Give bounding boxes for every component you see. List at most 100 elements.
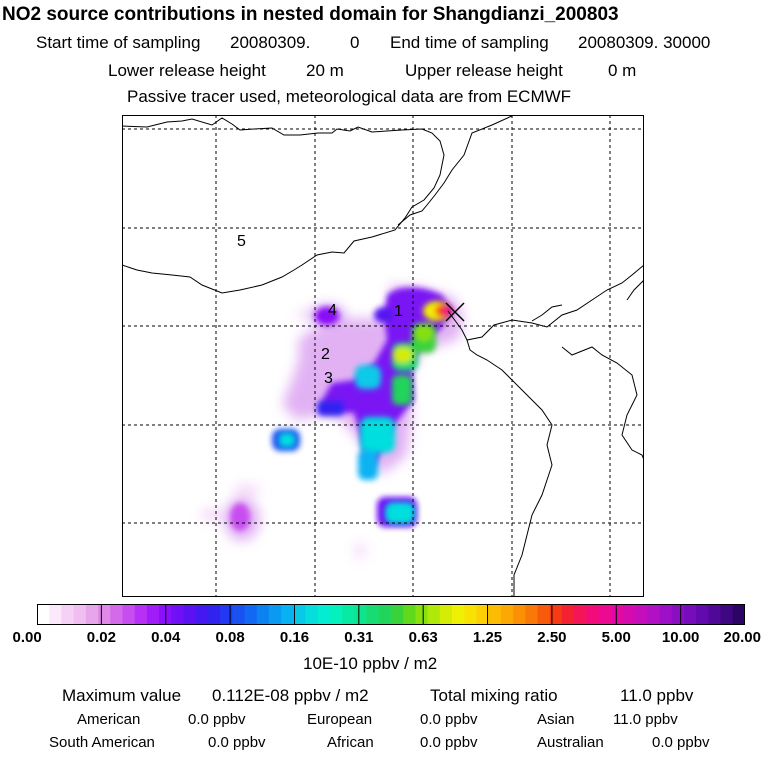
- colorbar-cell: [598, 604, 612, 625]
- colorbar-cell: [537, 604, 551, 625]
- colorbar-cell: [500, 604, 514, 625]
- total-mixing-value: 11.0 ppbv: [620, 686, 694, 705]
- american-label: American: [77, 711, 141, 728]
- colorbar-cell: [220, 604, 233, 625]
- colorbar-tick-label: 5.00: [601, 629, 631, 646]
- colorbar-cell: [232, 604, 246, 625]
- region-label-4: 4: [328, 302, 337, 319]
- end-time-value: 20080309. 30000: [578, 33, 711, 52]
- colorbar-cell: [561, 604, 575, 625]
- colorbar-cell: [366, 604, 380, 625]
- chart-title: NO2 source contributions in nested domai…: [2, 4, 619, 25]
- tracer-note: Passive tracer used, meteorological data…: [127, 87, 572, 106]
- start-time-suffix: 0: [350, 33, 360, 52]
- colorbar-tick-label: 0.00: [12, 629, 42, 646]
- colorbar-tick-label: 0.63: [408, 629, 438, 646]
- colorbar-cell: [354, 604, 368, 625]
- european-value: 0.0 ppbv: [420, 711, 478, 728]
- colorbar-tick-label: 0.16: [279, 629, 310, 646]
- colorbar-tick-label: 0.02: [86, 629, 116, 646]
- asian-label: Asian: [537, 711, 575, 728]
- lower-release-label: Lower release height: [108, 61, 266, 80]
- upper-release-label: Upper release height: [405, 61, 563, 80]
- colorbar-cell: [146, 604, 160, 625]
- colorbar-cell: [317, 604, 331, 625]
- colorbar-tick-label: 20.00: [723, 629, 761, 646]
- south-american-label: South American: [49, 734, 155, 751]
- region-label-5: 5: [237, 233, 246, 250]
- colorbar-cell: [586, 604, 600, 625]
- map-panel: 1 2 3 4 5: [122, 115, 644, 597]
- receptor-x-marker: [445, 302, 465, 322]
- colorbar-tick-label: 0.04: [151, 629, 181, 646]
- region-label-3: 3: [324, 370, 333, 387]
- colorbar-cell: [708, 604, 722, 625]
- colorbar-cell: [427, 604, 441, 625]
- colorbar-cell: [464, 604, 477, 625]
- colorbar-cell: [513, 604, 526, 625]
- colorbar-cell: [183, 604, 197, 625]
- colorbar-tick-label: 1.25: [472, 629, 503, 646]
- colorbar-cell: [696, 604, 709, 625]
- colorbar-cell: [37, 604, 50, 625]
- colorbar-cell: [488, 604, 502, 625]
- colorbar-cell: [256, 604, 270, 625]
- colorbar-cell: [61, 604, 75, 625]
- colorbar-cell: [73, 604, 87, 625]
- african-label: African: [327, 734, 374, 751]
- colorbar-cell: [329, 604, 343, 625]
- colorbar-cell: [610, 604, 624, 625]
- colorbar-cell: [171, 604, 184, 625]
- region-label-2: 2: [321, 346, 330, 363]
- colorbar-unit: 10E-10 ppbv / m2: [303, 654, 438, 673]
- colorbar-cell: [671, 604, 685, 625]
- colorbar-cell: [622, 604, 636, 625]
- colorbar-cell: [452, 604, 465, 625]
- asian-value: 11.0 ppbv: [613, 711, 678, 728]
- end-time-label: End time of sampling: [390, 33, 549, 52]
- colorbar: [37, 604, 745, 625]
- colorbar-cell: [110, 604, 123, 625]
- colorbar-cell: [378, 604, 392, 625]
- colorbar-cell: [85, 604, 99, 625]
- colorbar-cell: [525, 604, 538, 625]
- start-time-label: Start time of sampling: [36, 33, 201, 52]
- colorbar-cell: [293, 604, 307, 625]
- coastlines: [122, 115, 644, 597]
- colorbar-cell: [305, 604, 319, 625]
- colorbar-cell: [647, 604, 661, 625]
- colorbar-cell: [342, 604, 355, 625]
- colorbar-cell: [134, 604, 148, 625]
- colorbar-tick-label: 10.00: [661, 629, 700, 646]
- map-frame: [122, 115, 644, 597]
- colorbar-cell: [268, 604, 282, 625]
- american-value: 0.0 ppbv: [188, 711, 246, 728]
- start-time-value: 20080309.: [230, 33, 311, 52]
- max-value: 0.112E-08 ppbv / m2: [212, 686, 369, 705]
- colorbar-tick-label: 2.50: [537, 629, 567, 646]
- total-mixing-label: Total mixing ratio: [430, 686, 558, 705]
- colorbar-tick-label: 0.08: [215, 629, 245, 646]
- colorbar-cell: [49, 604, 62, 625]
- colorbar-cell: [574, 604, 587, 625]
- region-label-1: 1: [394, 303, 403, 320]
- max-value-label: Maximum value: [62, 686, 182, 705]
- african-value: 0.0 ppbv: [420, 734, 478, 751]
- south-american-value: 0.0 ppbv: [208, 734, 266, 751]
- colorbar-cell: [720, 604, 734, 625]
- colorbar-cell: [122, 604, 136, 625]
- colorbar-cell: [98, 604, 111, 625]
- australian-label: Australian: [537, 734, 604, 751]
- colorbar-cell: [403, 604, 416, 625]
- colorbar-cell: [439, 604, 453, 625]
- colorbar-cell: [635, 604, 648, 625]
- colorbar-cell: [659, 604, 673, 625]
- colorbar-cell: [244, 604, 258, 625]
- lat-lon-grid: [122, 115, 644, 597]
- colorbar-cell: [732, 604, 745, 625]
- colorbar-cell: [549, 604, 563, 625]
- european-label: European: [307, 711, 373, 728]
- upper-release-value: 0 m: [608, 61, 637, 80]
- colorbar-cell: [207, 604, 221, 625]
- colorbar-cell: [281, 604, 294, 625]
